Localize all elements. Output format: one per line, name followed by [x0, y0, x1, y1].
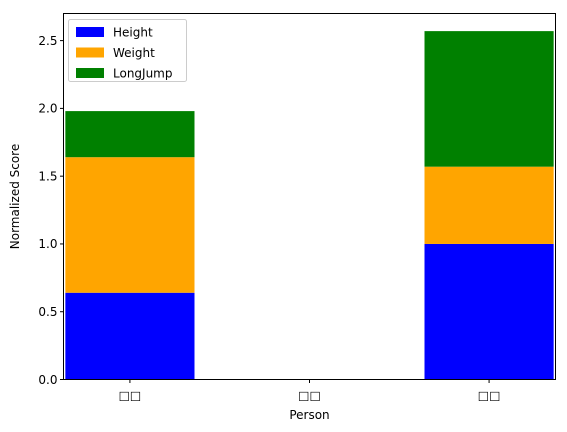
legend-label-height: Height — [113, 26, 153, 40]
x-tick-label: □□ — [298, 389, 321, 403]
bars-layer — [65, 31, 554, 380]
y-tick-label: 0.5 — [38, 305, 57, 319]
legend: Height Weight LongJump — [68, 19, 187, 82]
y-tick-label: 2.5 — [38, 34, 57, 48]
bar-longjump-2 — [424, 31, 554, 167]
legend-swatch-weight — [76, 47, 104, 58]
plot-frame — [63, 13, 556, 380]
legend-label-weight: Weight — [113, 46, 155, 60]
x-tick-label: □□ — [478, 389, 501, 403]
y-tick-label: 2.0 — [38, 102, 57, 116]
x-axis: □□ □□ □□ — [119, 379, 501, 403]
legend-label-longjump: LongJump — [113, 67, 173, 81]
bar-height-0 — [65, 292, 195, 380]
y-axis: 0.0 0.5 1.0 1.5 2.0 2.5 — [38, 34, 64, 387]
legend-swatch-longjump — [76, 68, 104, 78]
y-axis-label: Normalized Score — [8, 144, 22, 249]
legend-swatch-height — [76, 27, 104, 37]
y-tick-label: 1.5 — [38, 169, 57, 183]
bar-longjump-0 — [65, 111, 195, 158]
bar-weight-2 — [424, 166, 554, 244]
bar-weight-0 — [65, 157, 195, 293]
y-tick-label: 1.0 — [38, 237, 57, 251]
x-axis-label: Person — [289, 408, 329, 422]
y-tick-label: 0.0 — [38, 373, 57, 387]
bar-height-2 — [424, 243, 554, 380]
x-tick-label: □□ — [119, 389, 142, 403]
